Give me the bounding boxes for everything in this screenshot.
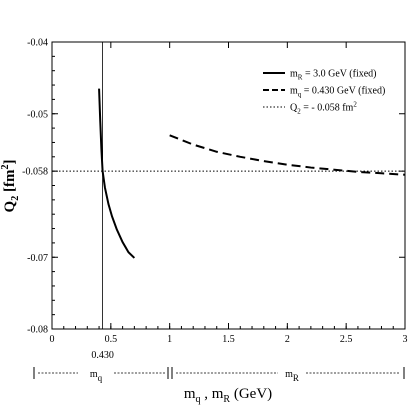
x-axis-ticks: 0 0.5 1 1.5 2 2.5 3: [50, 42, 408, 345]
legend-entry: Q2 = - 0.058 fm2: [290, 101, 357, 116]
axis-labels: mq , mR (GeV) Q2 [fm2]: [0, 160, 272, 405]
y-tick-label: -0.08: [27, 325, 48, 336]
y-tick-label: -0.058: [22, 167, 48, 178]
reference-line-value: 0.430: [91, 350, 114, 361]
range-label-mr: mR: [285, 369, 299, 383]
annotations: 0.430 mq mR: [33, 350, 405, 383]
y-tick-label: -0.04: [27, 38, 48, 49]
x-axis-label: mq , mR (GeV): [184, 386, 272, 405]
x-tick-label: 0: [50, 334, 55, 345]
x-tick-label: 2.5: [340, 334, 353, 345]
series-line-dashed: [169, 134, 406, 176]
x-tick-label: 1: [167, 334, 172, 345]
legend: mR = 3.0 GeV (fixed) mq = 0.430 GeV (fixe…: [263, 69, 385, 116]
y-axis-label: Q2 [fm2]: [0, 160, 21, 213]
legend-entry: mR = 3.0 GeV (fixed): [290, 69, 377, 82]
series-line-solid: [98, 88, 136, 259]
range-label-mq: mq: [90, 369, 103, 383]
series-layer: [52, 42, 406, 329]
y-tick-label: -0.05: [27, 109, 48, 120]
y-axis-ticks: -0.08 -0.07 -0.058 -0.05 -0.04: [22, 38, 405, 336]
x-tick-label: 0.5: [105, 334, 118, 345]
legend-entry: mq = 0.430 GeV (fixed): [290, 86, 385, 99]
x-tick-label: 1.5: [222, 334, 235, 345]
x-tick-label: 3: [403, 334, 408, 345]
y-tick-label: -0.07: [27, 253, 48, 264]
x-tick-label: 2: [285, 334, 290, 345]
